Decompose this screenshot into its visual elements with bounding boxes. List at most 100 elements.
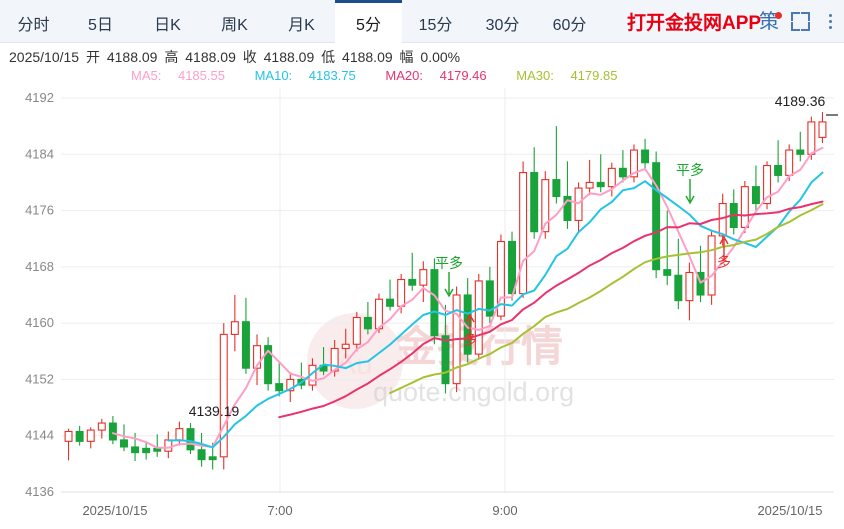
- ma10-legend: MA10: 4183.75: [254, 68, 356, 83]
- candle: [253, 345, 262, 369]
- ohlc-open-value: 4188.09: [106, 49, 158, 65]
- candle: [219, 333, 228, 458]
- candle: [818, 121, 827, 138]
- x-tick-label: 7:00: [267, 503, 292, 518]
- candle: [119, 439, 128, 448]
- candle: [153, 447, 162, 452]
- candle: [663, 269, 672, 276]
- chart-canvas[interactable]: Au金投行情quote.cngold.org 4192 4184 4176 4168 41…: [0, 86, 844, 529]
- candle: [718, 202, 727, 237]
- candle: [241, 321, 250, 369]
- y-tick-label: 4184: [25, 146, 54, 161]
- candle: [352, 316, 361, 345]
- signal-label-long: 多: [463, 332, 477, 348]
- candle: [386, 298, 395, 307]
- tab-30min[interactable]: 30分: [485, 17, 520, 34]
- candle: [740, 186, 749, 229]
- candle: [230, 321, 239, 335]
- strategy-button[interactable]: 策: [759, 10, 782, 33]
- candle: [685, 271, 694, 302]
- strategy-icon: 策: [759, 10, 779, 33]
- y-tick-label: 4160: [25, 315, 54, 330]
- candle: [374, 298, 383, 330]
- candle: [496, 240, 505, 317]
- candle: [618, 167, 627, 178]
- open-app-link[interactable]: 打开金投网APP: [627, 12, 762, 34]
- x-axis-labels: 2025/10/15 7:00 9:00 2025/10/15: [82, 503, 822, 518]
- tab-5min[interactable]: 5分: [335, 0, 402, 43]
- signal-label-close-long: 平多: [435, 255, 463, 271]
- tab-dayk[interactable]: 日K: [154, 17, 181, 34]
- x-tick-label: 2025/10/15: [757, 503, 822, 518]
- ma-legend: MA5: 4185.55 MA10: 4183.75 MA20: 4179.46…: [131, 68, 643, 83]
- period-tabbar: 分时 5日 日K 周K 月K 5分 15分 30分 60分 打开金投网APP 策: [0, 0, 844, 43]
- candle: [641, 149, 650, 164]
- fullscreen-icon[interactable]: [791, 12, 810, 31]
- y-tick-label: 4152: [25, 371, 54, 386]
- kline-svg: Au金投行情quote.cngold.org 4192 4184 4176 4168 41…: [25, 88, 838, 518]
- tab-15min[interactable]: 15分: [418, 17, 453, 34]
- ma-line-ma30: [389, 203, 824, 394]
- candle: [541, 179, 550, 233]
- ohlc-info-line: 2025/10/15 开 4188.09 高 4188.09 收 4188.09…: [9, 47, 463, 67]
- ma-line-ma20: [278, 200, 824, 419]
- candle: [175, 428, 184, 441]
- candle: [652, 162, 661, 271]
- tab-monthk[interactable]: 月K: [288, 17, 315, 34]
- candle: [186, 428, 195, 451]
- tab-5day[interactable]: 5日: [88, 17, 113, 34]
- candle: [530, 172, 539, 233]
- y-tick-label: 4136: [25, 484, 54, 499]
- candle: [408, 278, 417, 286]
- watermark-url: quote.cngold.org: [373, 377, 574, 407]
- ohlc-close-value: 4188.09: [263, 49, 315, 65]
- candle: [563, 195, 572, 221]
- candle: [607, 167, 616, 188]
- ohlc-open-label: 开: [85, 49, 100, 65]
- candle: [774, 164, 783, 176]
- y-tick-label: 4168: [25, 259, 54, 274]
- x-gridlines: [61, 88, 834, 493]
- ma30-legend: MA30: 4179.85: [516, 68, 618, 83]
- ma-line-ma5: [111, 146, 824, 449]
- candle: [397, 278, 406, 307]
- x-tick-label: 2025/10/15: [82, 503, 147, 518]
- ma-line-ma10: [167, 171, 824, 449]
- candle: [629, 149, 638, 178]
- candle: [585, 181, 594, 189]
- ohlc-close-label: 收: [242, 49, 257, 65]
- ohlc-change-value: 0.00%: [420, 49, 461, 65]
- low-price-label: 4139.19: [189, 403, 240, 419]
- candle: [419, 269, 428, 286]
- header-actions: 策: [759, 0, 838, 43]
- more-vertical-icon[interactable]: [822, 12, 838, 31]
- candle: [264, 345, 273, 385]
- candle: [441, 335, 450, 385]
- candle: [751, 186, 760, 205]
- candle: [596, 181, 605, 188]
- ohlc-date: 2025/10/15: [9, 49, 80, 65]
- candle: [97, 422, 106, 431]
- tab-fenshi[interactable]: 分时: [17, 17, 50, 34]
- ma20-legend: MA20: 4179.46: [385, 68, 487, 83]
- candle: [785, 149, 794, 176]
- candle: [275, 383, 284, 392]
- candle: [86, 429, 95, 442]
- ohlc-high-value: 4188.09: [185, 49, 236, 65]
- candle: [142, 447, 151, 454]
- x-tick-label: 9:00: [492, 503, 517, 518]
- tab-60min[interactable]: 60分: [552, 17, 587, 34]
- y-tick-label: 4176: [25, 203, 54, 218]
- candle: [75, 430, 84, 442]
- watermark: Au金投行情quote.cngold.org: [307, 313, 574, 409]
- tab-weekk[interactable]: 周K: [221, 17, 248, 34]
- candle: [474, 280, 483, 355]
- ohlc-low-label: 低: [321, 49, 336, 65]
- candle: [341, 343, 350, 350]
- candle: [208, 456, 217, 461]
- last-price-label: 4189.36: [775, 93, 826, 109]
- candle: [707, 235, 716, 296]
- signal-label-long: 多: [717, 254, 731, 270]
